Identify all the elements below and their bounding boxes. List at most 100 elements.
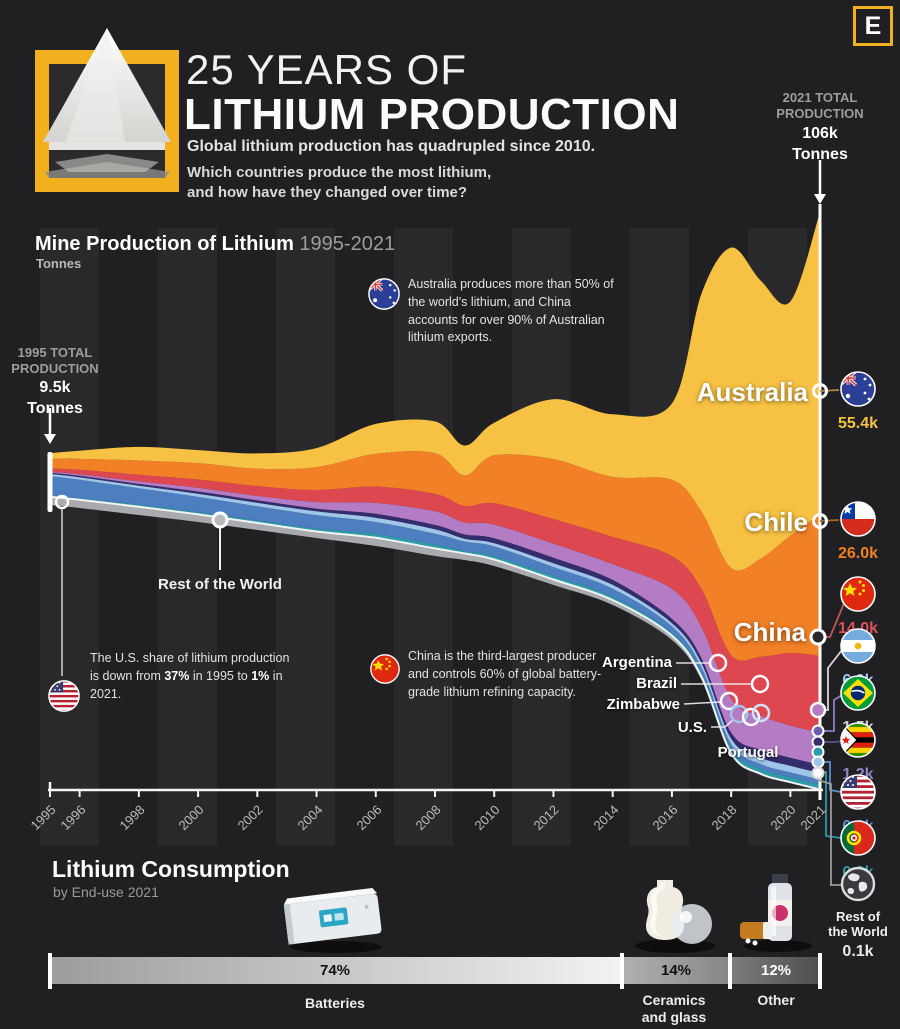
bar-label-ceramics-line2: and glass <box>641 1008 707 1025</box>
us-note-connector <box>54 494 70 676</box>
total-2021-label-line1: 2021 TOTAL <box>782 90 858 105</box>
bar-divider <box>728 953 732 989</box>
year-1995-start-bar <box>47 452 53 512</box>
bar-divider <box>48 953 52 989</box>
area-u-s- <box>50 476 820 785</box>
title-line2: LITHIUM PRODUCTION <box>184 90 680 139</box>
bar-segment-other: 12% <box>732 957 820 984</box>
australia-note-flag <box>368 278 402 315</box>
rail-value-rest-of-world: 0.1k <box>842 942 874 960</box>
bar-label-other: Other <box>716 992 836 1009</box>
china-note-flag <box>370 654 400 689</box>
globe-icon <box>840 866 876 902</box>
lithium-powder-photo <box>35 28 179 192</box>
chart-unit-label: Tonnes <box>36 256 82 271</box>
bar-label-other-line1: Other <box>757 992 795 1008</box>
rest-of-world-top-edge <box>49 495 821 791</box>
rail-value-australia: 55.4k <box>837 415 879 432</box>
us-note-part1: The U.S. share of lithium production is … <box>90 651 290 683</box>
header-question-line1: Which countries produce the most lithium… <box>187 164 492 181</box>
chart-label-chile: Chile <box>744 507 808 537</box>
header-question: Which countries produce the most lithium… <box>187 163 491 202</box>
bar-label-batteries-line1: Batteries <box>305 995 365 1011</box>
chart-title: Mine Production of Lithium 1995-2021 <box>35 233 395 256</box>
chart-label-argentina: Argentina <box>601 654 672 671</box>
total-1995-value: 9.5k Tonnes <box>0 378 110 420</box>
argentina-flag-icon <box>840 628 876 664</box>
us-flag-icon <box>840 774 876 810</box>
axis-value-dots <box>809 383 828 780</box>
chile-flag-icon <box>840 501 876 537</box>
area-argentina <box>50 471 820 765</box>
total-1995-label-line2: PRODUCTION <box>11 361 99 377</box>
total-1995-label-line1: 1995 TOTAL <box>17 345 93 360</box>
other-products-image <box>740 874 812 952</box>
portugal-flag-icon <box>840 820 876 856</box>
chart-label-china: China <box>733 617 806 647</box>
bar-label-ceramics-line1: Ceramics <box>642 992 706 1008</box>
us-note-text: The U.S. share of lithium production is … <box>90 650 295 703</box>
total-1995-value-unit: Tonnes <box>27 399 83 417</box>
rest-of-world-label: Rest of the World <box>158 576 282 593</box>
us-note-bold1: 37% <box>164 668 190 683</box>
bar-segment-batteries-pct: 74% <box>319 962 351 979</box>
total-2021-label: 2021 TOTAL PRODUCTION <box>762 90 878 123</box>
callout-rings <box>708 653 771 727</box>
chart-title-text: Mine Production of Lithium <box>35 233 294 255</box>
consumption-title: Lithium Consumption <box>52 856 290 882</box>
total-2021-label-line2: PRODUCTION <box>776 106 864 122</box>
total-1995-label: 1995 TOTAL PRODUCTION <box>0 345 110 378</box>
total-2021-value: 106k Tonnes <box>762 124 878 166</box>
us-note-flag <box>48 680 80 717</box>
bar-divider <box>620 953 624 989</box>
bar-segment-ceramics-pct: 14% <box>660 962 692 979</box>
rail-item-rest-of-world: Rest of the World 0.1k <box>820 866 896 961</box>
rail-label-row-line1: Rest of <box>835 909 881 924</box>
chart-label-us: U.S. <box>677 719 707 736</box>
consumption-subtitle: by End-use 2021 <box>53 884 159 900</box>
australia-flag-icon <box>368 278 400 310</box>
battery-image <box>283 887 382 953</box>
us-note-part3: in 2021. <box>90 668 283 701</box>
total-2021-arrow <box>814 160 826 204</box>
rail-label-rest-of-world: Rest of the World <box>820 909 896 940</box>
australia-note-text: Australia produces more than 50% of the … <box>408 277 614 345</box>
rail-label-row-line2: the World <box>828 923 888 939</box>
chart-label-zimbabwe: Zimbabwe <box>606 696 680 713</box>
header-question-line2: and how have they changed over time? <box>187 183 468 201</box>
us-note-bold2: 1% <box>251 668 270 683</box>
total-1995-arrow <box>44 408 56 444</box>
us-note-part2: in 1995 to <box>189 668 252 683</box>
china-flag-icon <box>370 654 400 684</box>
bar-divider <box>818 953 822 989</box>
ceramics-glass-image <box>635 880 715 953</box>
bar-label-ceramics: Ceramics and glass <box>614 992 734 1026</box>
chart-label-australia: Australia <box>696 377 808 407</box>
area-rest-of-the-world <box>50 496 820 790</box>
chart-period-text: 1995-2021 <box>299 233 396 255</box>
china-note-text: China is the third-largest producer and … <box>408 649 602 699</box>
us-flag-icon <box>48 680 80 712</box>
rail-item-chile: 26.0k <box>830 501 886 563</box>
callout-connectors <box>676 662 751 728</box>
rail-item-australia: 55.4k <box>830 371 886 433</box>
zimbabwe-flag-icon <box>840 722 876 758</box>
rest-of-world-connector <box>211 511 229 570</box>
elements-logo-letter: E <box>864 11 882 40</box>
x-axis-line <box>48 782 823 792</box>
chart-label-brazil: Brazil <box>636 675 677 692</box>
brazil-flag-icon <box>840 675 876 711</box>
area-australia <box>50 212 820 571</box>
header-subtitle: Global lithium production has quadrupled… <box>187 138 596 155</box>
chart-title-period: 1995-2021 <box>299 233 395 255</box>
area-chile <box>50 451 820 661</box>
chart-label-portugal: Portugal <box>717 744 779 761</box>
bar-segment-other-pct: 12% <box>760 962 792 979</box>
total-2021-value-unit: Tonnes <box>792 145 848 163</box>
china-flag-icon <box>840 576 876 612</box>
bar-label-batteries: Batteries <box>260 995 410 1012</box>
elements-logo[interactable]: E <box>853 6 893 46</box>
bar-segment-batteries: 74% <box>50 957 620 984</box>
